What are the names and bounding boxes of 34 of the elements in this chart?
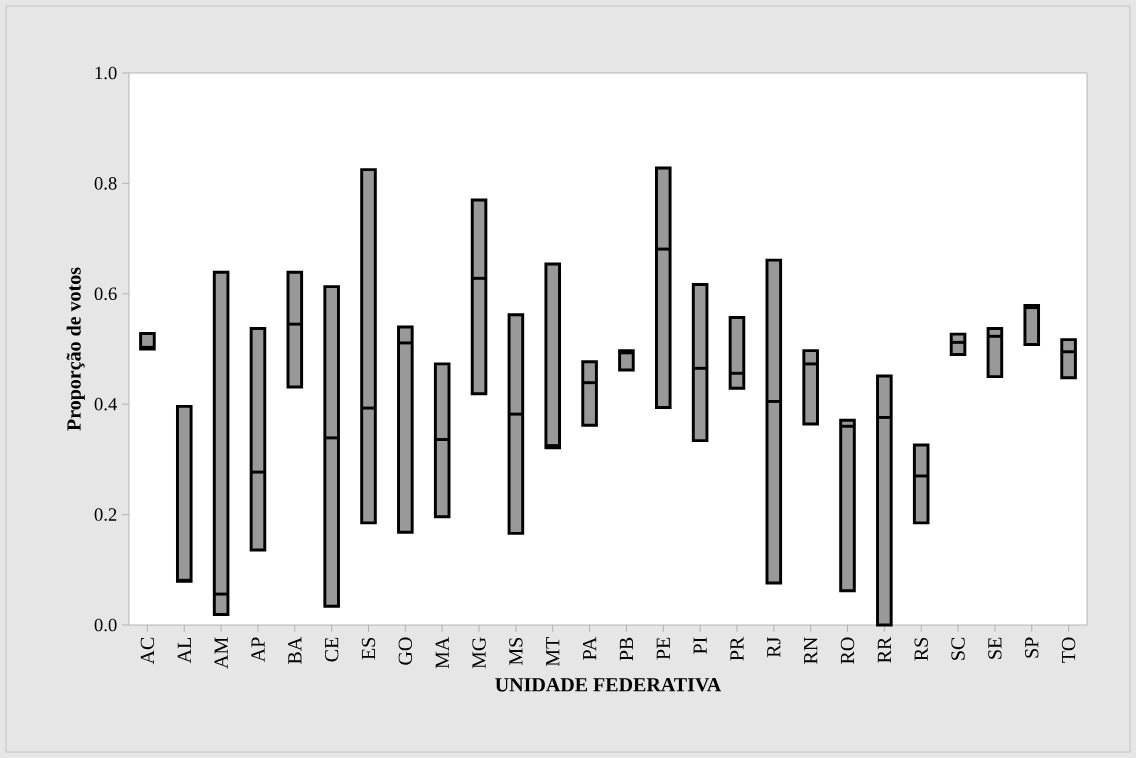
x-tick-label: RJ (767, 637, 781, 658)
y-axis-title: Proporção de votos (66, 267, 85, 431)
x-tick-label: GO (398, 637, 413, 665)
x-tick-label: TO (1061, 637, 1076, 663)
x-tick-label: MA (435, 636, 449, 669)
x-tick-label: SP (1025, 637, 1039, 658)
x-tick-label: PI (693, 637, 707, 654)
x-tick-label: CE (324, 637, 339, 662)
x-tick-label: ES (361, 637, 376, 660)
x-tick-label: RS (914, 637, 928, 661)
x-axis-title: UNIDADE FEDERATIVA (495, 678, 722, 692)
y-tick-label: 0.8 (94, 177, 117, 190)
x-tick-label: BA (288, 636, 302, 664)
x-tick-label: AM (214, 637, 228, 669)
x-tick-label: RO (840, 637, 855, 664)
y-tick-label: 0.0 (94, 618, 117, 632)
x-tick-label: PA (582, 636, 597, 660)
x-tick-label: AC (140, 637, 155, 665)
y-tick-label: 1.0 (95, 66, 117, 80)
y-tick-label: 0.2 (94, 508, 117, 521)
x-tick-label: MS (509, 637, 523, 666)
x-tick-label: PR (730, 636, 744, 661)
x-tick-label: PB (619, 637, 634, 661)
x-tick-label: RN (804, 637, 818, 664)
x-tick-label: PE (656, 637, 670, 660)
x-tick-label: MT (546, 637, 560, 667)
x-tick-label: AL (177, 637, 191, 664)
y-tick-label: 0.6 (94, 287, 117, 301)
x-tick-label: RR (877, 636, 891, 663)
x-tick-label: SC (951, 637, 965, 660)
x-tick-label: AP (251, 637, 265, 663)
y-tick-label: 0.4 (94, 397, 118, 411)
x-tick-label: MG (472, 637, 486, 669)
x-tick-label: SE (988, 637, 1002, 659)
